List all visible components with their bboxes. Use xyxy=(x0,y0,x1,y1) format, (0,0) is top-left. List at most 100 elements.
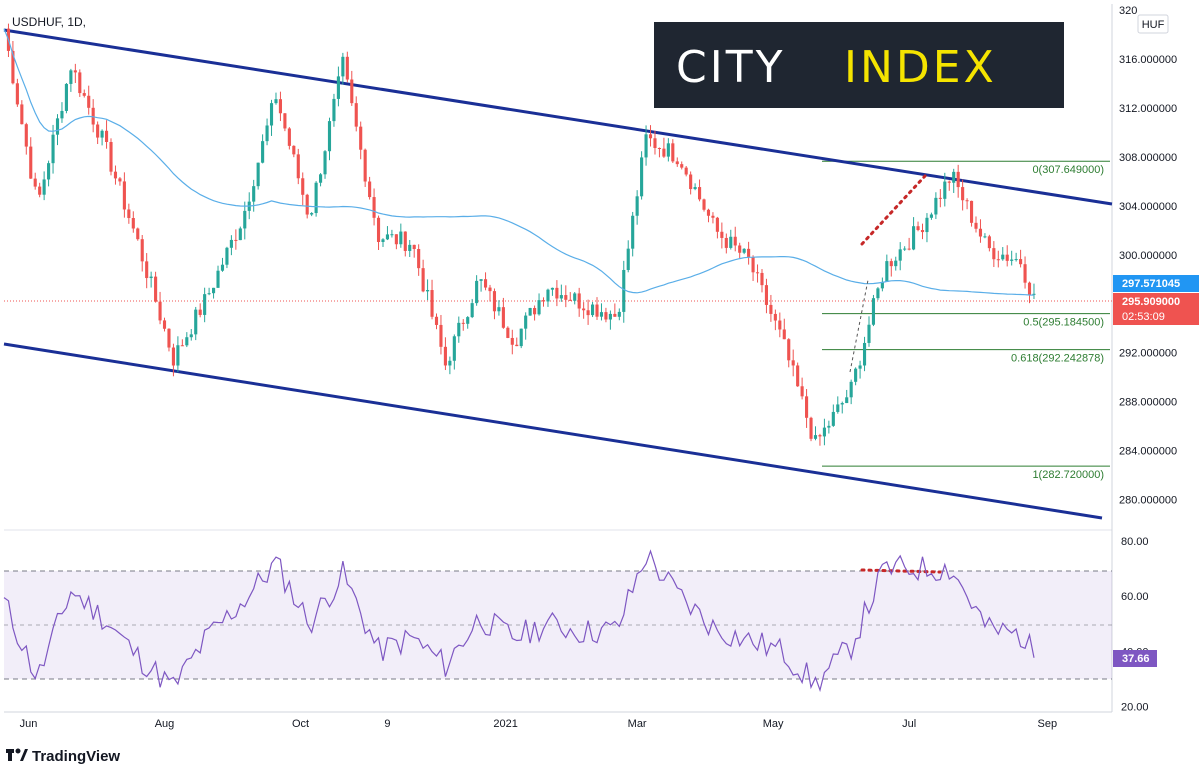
candle-body xyxy=(87,95,91,108)
candle-body xyxy=(385,234,390,240)
candle-body xyxy=(283,113,287,129)
candle-body xyxy=(858,365,862,369)
candle-body xyxy=(127,209,131,219)
candle-body xyxy=(104,130,109,143)
candle-body xyxy=(149,276,153,279)
divergence-line-price[interactable] xyxy=(860,174,927,246)
candle-body xyxy=(269,103,274,126)
candle-body xyxy=(568,299,572,301)
candle-body xyxy=(430,290,434,317)
candle-body xyxy=(943,181,947,199)
candle-body xyxy=(528,307,532,316)
candle-body xyxy=(657,147,661,149)
candle-body xyxy=(136,228,140,240)
candle-body xyxy=(845,397,849,404)
time-tick-label: May xyxy=(763,718,784,730)
candle-body xyxy=(925,217,929,233)
candle-body xyxy=(194,309,198,335)
fib-level-label: 0.618(292.242878) xyxy=(1011,353,1104,365)
candlestick-series xyxy=(6,23,1036,446)
channel-upper-trendline[interactable] xyxy=(3,28,1113,206)
time-tick-label: Aug xyxy=(155,718,175,730)
candle-body xyxy=(903,248,907,250)
symbol-title: USDHUF, 1D, xyxy=(12,15,86,29)
currency-button[interactable] xyxy=(1137,14,1169,34)
fib-trend-line xyxy=(849,279,869,373)
candle-body xyxy=(261,141,265,163)
candle-body xyxy=(622,269,626,312)
candle-body xyxy=(394,234,398,245)
candle-body xyxy=(738,245,742,253)
candle-body xyxy=(912,226,916,250)
time-axis[interactable]: Jun Aug Oct 9 2021 Mar May Jul Sep xyxy=(20,718,1057,730)
candle-body xyxy=(510,337,514,345)
candle-body xyxy=(827,425,831,428)
candle-body xyxy=(131,218,135,229)
price-tick-label: 300.000000 xyxy=(1119,250,1177,262)
candle-body xyxy=(51,134,55,164)
candle-body xyxy=(452,336,456,361)
candle-body xyxy=(408,244,412,251)
divergence-line-rsi[interactable] xyxy=(860,568,942,574)
candle-body xyxy=(100,130,104,138)
candle-body xyxy=(47,163,51,180)
fibonacci-retracement[interactable]: 0(307.649000) 0.5(295.184500) 0.618(292.24… xyxy=(822,160,1110,481)
time-tick-label: Jul xyxy=(902,718,916,730)
candle-body xyxy=(363,149,367,182)
candle-body xyxy=(1019,259,1023,265)
candle-body xyxy=(599,312,604,317)
price-tick-label: 308.000000 xyxy=(1119,152,1177,164)
candle-body xyxy=(805,396,809,418)
candle-body xyxy=(916,226,920,231)
candle-body xyxy=(488,287,492,292)
candle-body xyxy=(773,313,777,321)
tradingview-logo[interactable]: TradingView xyxy=(6,748,120,765)
candle-body xyxy=(755,272,760,274)
candle-body xyxy=(885,261,889,282)
candle-body xyxy=(310,213,314,215)
candle-body xyxy=(113,171,118,179)
last-price-tag xyxy=(1113,293,1199,325)
candle-body xyxy=(702,199,706,210)
candle-body xyxy=(1023,264,1027,283)
candle-body xyxy=(515,344,519,347)
candle-body xyxy=(800,386,804,397)
candle-body xyxy=(983,236,987,238)
channel-lower-trendline[interactable] xyxy=(3,342,1103,520)
time-tick-label: Sep xyxy=(1038,718,1058,730)
candle-body xyxy=(162,320,167,329)
candle-body xyxy=(595,304,599,317)
candle-body xyxy=(818,435,822,437)
candle-body xyxy=(479,279,483,281)
price-tick-label: 280.000000 xyxy=(1119,494,1177,506)
tradingview-brand: TradingView xyxy=(32,748,120,765)
candle-body xyxy=(359,126,363,150)
candle-body xyxy=(390,234,394,236)
city-index-logo xyxy=(654,22,1064,108)
candle-body xyxy=(167,328,171,348)
fib-level-label: 1(282.720000) xyxy=(1032,469,1104,481)
candle-body xyxy=(992,248,996,260)
candle-body xyxy=(336,76,340,99)
fib-level-label: 0(307.649000) xyxy=(1032,164,1104,176)
candle-body xyxy=(73,70,77,73)
candle-body xyxy=(929,214,933,218)
candle-body xyxy=(555,287,559,299)
tradingview-mark-stem xyxy=(8,749,12,761)
candle-body xyxy=(889,261,893,267)
ma-price-tag-label: 297.571045 xyxy=(1122,278,1180,290)
candle-body xyxy=(640,157,644,197)
candle-body xyxy=(24,124,28,147)
candle-body xyxy=(185,337,189,346)
rsi-value-tag-label: 37.66 xyxy=(1122,653,1150,665)
candle-body xyxy=(434,316,439,325)
candle-body xyxy=(122,181,126,210)
candle-body xyxy=(501,307,505,328)
candle-body xyxy=(747,248,751,258)
candle-body xyxy=(680,164,684,168)
candle-body xyxy=(934,197,938,215)
candle-body xyxy=(822,427,826,437)
candle-body xyxy=(140,239,144,262)
